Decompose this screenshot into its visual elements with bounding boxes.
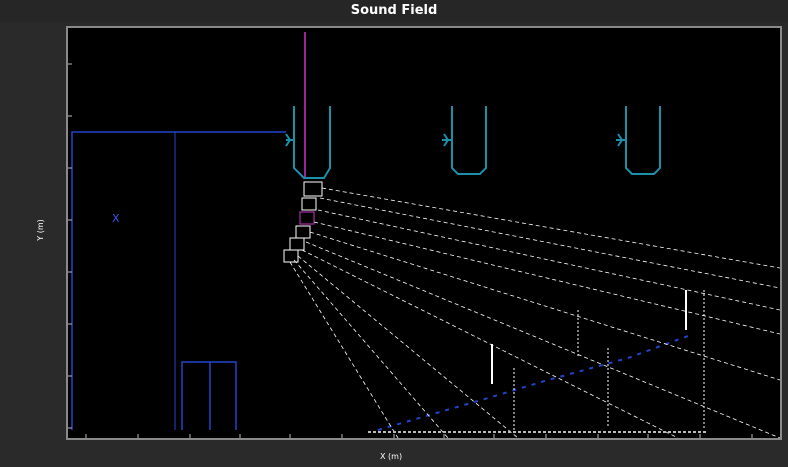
array-box-5 — [289, 237, 305, 251]
array-box-3 — [299, 211, 315, 225]
listener-markers — [491, 290, 705, 430]
array-box-6 — [283, 249, 299, 263]
venue-left-wall — [71, 131, 286, 430]
y-axis-label: Y (m) — [36, 219, 45, 241]
speaker-fixture-3 — [616, 106, 661, 175]
line-array — [283, 181, 323, 263]
speaker-fixture-2 — [442, 106, 487, 175]
audience-floor — [377, 335, 689, 431]
stage-box — [181, 361, 237, 430]
window-title: Sound Field — [0, 0, 788, 22]
x-axis-label: X (m) — [380, 452, 403, 461]
array-box-4 — [295, 225, 311, 239]
speaker-fixtures — [285, 106, 661, 179]
axis-ticks — [68, 63, 753, 438]
plot-area[interactable]: X — [66, 26, 782, 440]
speaker-fixture-1 — [285, 106, 331, 179]
venue-outline — [71, 131, 689, 431]
array-box-1 — [303, 181, 323, 197]
source-marker: X — [112, 212, 120, 225]
array-box-2 — [301, 197, 317, 211]
sound-field-canvas: X — [68, 32, 781, 439]
ray-fan — [289, 187, 781, 439]
